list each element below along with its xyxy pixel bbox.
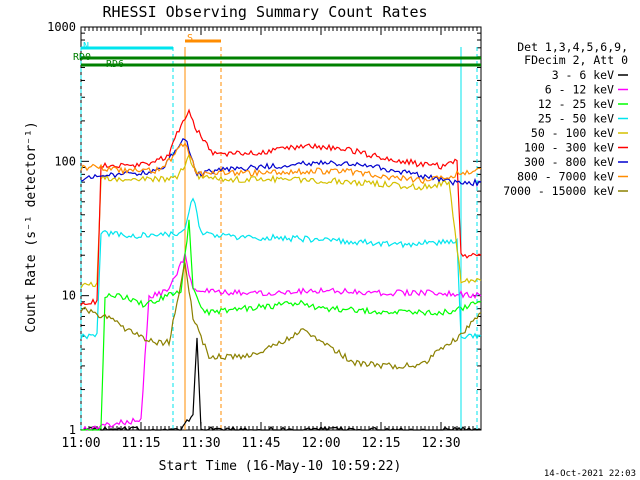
series-line bbox=[81, 253, 482, 431]
flag-label: RD0 bbox=[73, 52, 91, 63]
x-tick-label: 11:45 bbox=[241, 436, 280, 451]
legend: Det 1,3,4,5,6,9,FDecim 2, Att 03 - 6 keV… bbox=[503, 40, 628, 198]
series-line bbox=[80, 337, 482, 431]
legend-entry: 6 - 12 keV bbox=[545, 83, 614, 97]
flag-label: N bbox=[83, 41, 89, 52]
legend-entry: 300 - 800 keV bbox=[524, 155, 614, 169]
y-tick-label: 1 bbox=[69, 423, 76, 437]
series-line bbox=[80, 108, 482, 306]
x-tick-label: 11:15 bbox=[121, 436, 160, 451]
chart-title: RHESSI Observing Summary Count Rates bbox=[102, 3, 427, 21]
x-tick-label: 12:00 bbox=[301, 436, 340, 451]
legend-entry: 25 - 50 keV bbox=[538, 112, 614, 126]
y-tick-label: 100 bbox=[54, 154, 76, 168]
flag-label: RD6 bbox=[106, 59, 124, 70]
series-line bbox=[80, 197, 482, 340]
x-tick-label: 11:30 bbox=[181, 436, 220, 451]
legend-entry: 3 - 6 keV bbox=[552, 68, 614, 82]
plot-frame bbox=[80, 26, 482, 431]
x-axis-label: Start Time (16-May-10 10:59:22) bbox=[159, 459, 402, 474]
plot-area: 1 10 100 1000 11:00 11:15 11:30 11:45 12:00 12:15… bbox=[47, 20, 482, 451]
legend-header: FDecim 2, Att 0 bbox=[524, 53, 628, 67]
flag-label: S bbox=[187, 33, 193, 44]
x-tick-label: 12:30 bbox=[421, 436, 460, 451]
legend-entry: 7000 - 15000 keV bbox=[503, 184, 614, 198]
series-line bbox=[80, 262, 482, 370]
legend-entry: 50 - 100 keV bbox=[531, 126, 614, 140]
legend-header: Det 1,3,4,5,6,9, bbox=[517, 40, 628, 54]
legend-entry: 800 - 7000 keV bbox=[517, 170, 614, 184]
series-line bbox=[80, 138, 482, 187]
y-axis-label: Count Rate (s⁻¹ detector⁻¹) bbox=[24, 121, 39, 332]
x-tick-label: 11:00 bbox=[61, 436, 100, 451]
x-tick-label: 12:15 bbox=[361, 436, 400, 451]
legend-entry: 12 - 25 keV bbox=[538, 97, 614, 111]
series-line bbox=[80, 152, 482, 289]
series-line bbox=[81, 219, 482, 431]
generation-timestamp: 14-Oct-2021 22:03 bbox=[544, 469, 636, 479]
legend-entry: 100 - 300 keV bbox=[524, 141, 614, 155]
y-tick-label: 1000 bbox=[47, 20, 76, 34]
series-line bbox=[80, 142, 482, 185]
y-tick-label: 10 bbox=[62, 289, 76, 303]
